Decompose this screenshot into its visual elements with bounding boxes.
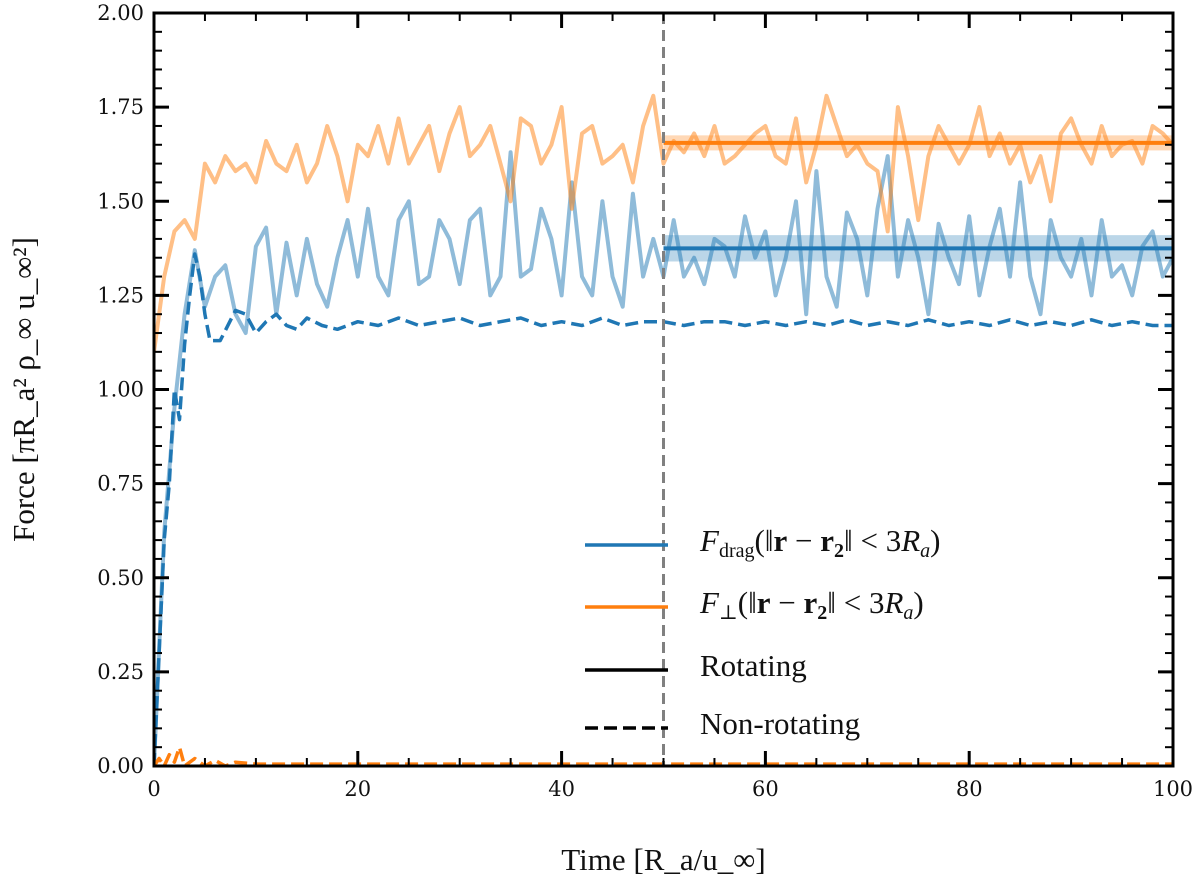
y-tick-label: 2.00	[97, 1, 144, 25]
legend-text-part: (‖	[737, 585, 757, 620]
legend-text-part: Rotating	[700, 648, 807, 683]
y-tick-label: 0.25	[97, 660, 144, 684]
series-perp_nonrotating	[154, 745, 1173, 766]
legend-text-part: ‖ < 3	[827, 585, 885, 620]
x-tick-label: 40	[548, 777, 575, 801]
legend-text-part: R	[884, 585, 904, 620]
y-tick-label: 0.50	[97, 566, 144, 590]
x-tick-label: 0	[147, 777, 160, 801]
x-axis-label: Time [R_a/u_∞]	[561, 842, 765, 877]
y-tick-label: 0.75	[97, 472, 144, 496]
y-tick-label: 0.00	[97, 754, 144, 778]
legend-entry-label: Rotating	[700, 648, 807, 684]
legend-text-part: 2	[817, 602, 828, 624]
y-tick-label: 1.00	[97, 378, 144, 402]
legend-text-part: Non-rotating	[700, 706, 861, 741]
legend-entry-label: Non-rotating	[700, 706, 860, 742]
legend-text-part: drag	[718, 540, 755, 562]
legend-text-part: (‖	[754, 523, 774, 558]
legend-text-part: R	[901, 523, 921, 558]
y-tick-label: 1.75	[97, 95, 144, 119]
legend-text-part: ⊥	[718, 602, 738, 624]
x-tick-label: 100	[1153, 777, 1193, 801]
legend-text-part: )	[930, 523, 941, 558]
legend-text-part: ‖ < 3	[844, 523, 902, 558]
legend-text-part: )	[913, 585, 924, 620]
y-tick-label: 1.25	[97, 283, 144, 307]
legend-text-part: F	[700, 523, 719, 558]
series-drag_nonrotating	[154, 252, 1173, 766]
legend-text-part: 2	[834, 540, 845, 562]
legend-text-part: −	[787, 523, 821, 558]
legend-text-part: −	[770, 585, 804, 620]
legend-text-part: r	[803, 585, 818, 620]
legend-entry-label: F⊥(‖r − r2‖ < 3Ra)	[700, 585, 924, 625]
legend-text-part: r	[756, 585, 771, 620]
y-axis-label: Force [πR_a² ρ_∞ u_∞²]	[6, 237, 41, 542]
x-tick-label: 80	[956, 777, 983, 801]
x-tick-label: 60	[752, 777, 779, 801]
legend-text-part: F	[700, 585, 719, 620]
y-tick-label: 1.50	[97, 189, 144, 213]
legend-text-part: a	[920, 540, 931, 562]
x-tick-label: 20	[344, 777, 371, 801]
legend-entry-label: Fdrag(‖r − r2‖ < 3Ra)	[700, 523, 940, 563]
legend-text-part: r	[820, 523, 835, 558]
legend-text-part: r	[773, 523, 788, 558]
legend-text-part: a	[903, 602, 914, 624]
